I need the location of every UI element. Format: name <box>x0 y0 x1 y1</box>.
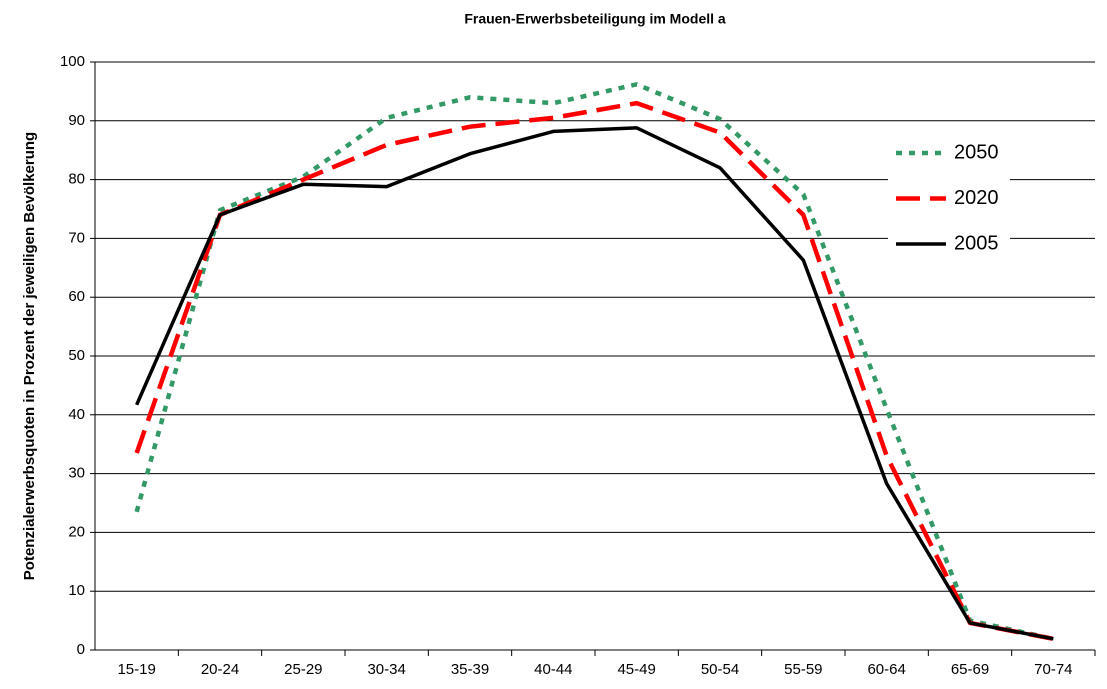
x-tick-label: 20-24 <box>201 661 239 678</box>
x-tick-label: 60-64 <box>867 661 905 678</box>
y-tick-label: 60 <box>68 288 85 305</box>
x-tick-label: 35-39 <box>451 661 489 678</box>
y-tick-label: 40 <box>68 406 85 423</box>
x-tick-label: 30-34 <box>367 661 405 678</box>
legend-label: 2020 <box>954 187 999 209</box>
x-tick-label: 40-44 <box>534 661 572 678</box>
chart-title: Frauen-Erwerbsbeteiligung im Modell a <box>464 11 726 27</box>
x-tick-label: 70-74 <box>1034 661 1072 678</box>
legend-label: 2005 <box>954 232 999 254</box>
y-tick-label: 80 <box>68 171 85 188</box>
series-line <box>134 82 1054 642</box>
x-tick-label: 15-19 <box>117 661 155 678</box>
x-tick-label: 50-54 <box>701 661 739 678</box>
y-tick-label: 50 <box>68 347 85 364</box>
y-tick-label: 0 <box>77 641 85 658</box>
series-line <box>134 100 1054 642</box>
y-tick-label: 70 <box>68 229 85 246</box>
legend-label: 2050 <box>954 141 999 163</box>
y-tick-label: 30 <box>68 465 85 482</box>
y-axis-label: Potenzialerwerbsquoten in Prozent der je… <box>21 132 38 580</box>
x-tick-label: 65-69 <box>951 661 989 678</box>
series-line <box>135 126 1054 641</box>
y-tick-label: 90 <box>68 112 85 129</box>
x-tick-label: 25-29 <box>284 661 322 678</box>
y-tick-label: 100 <box>60 53 85 70</box>
y-tick-label: 20 <box>68 523 85 540</box>
x-tick-label: 55-59 <box>784 661 822 678</box>
y-tick-label: 10 <box>68 582 85 599</box>
x-tick-label: 45-49 <box>617 661 655 678</box>
